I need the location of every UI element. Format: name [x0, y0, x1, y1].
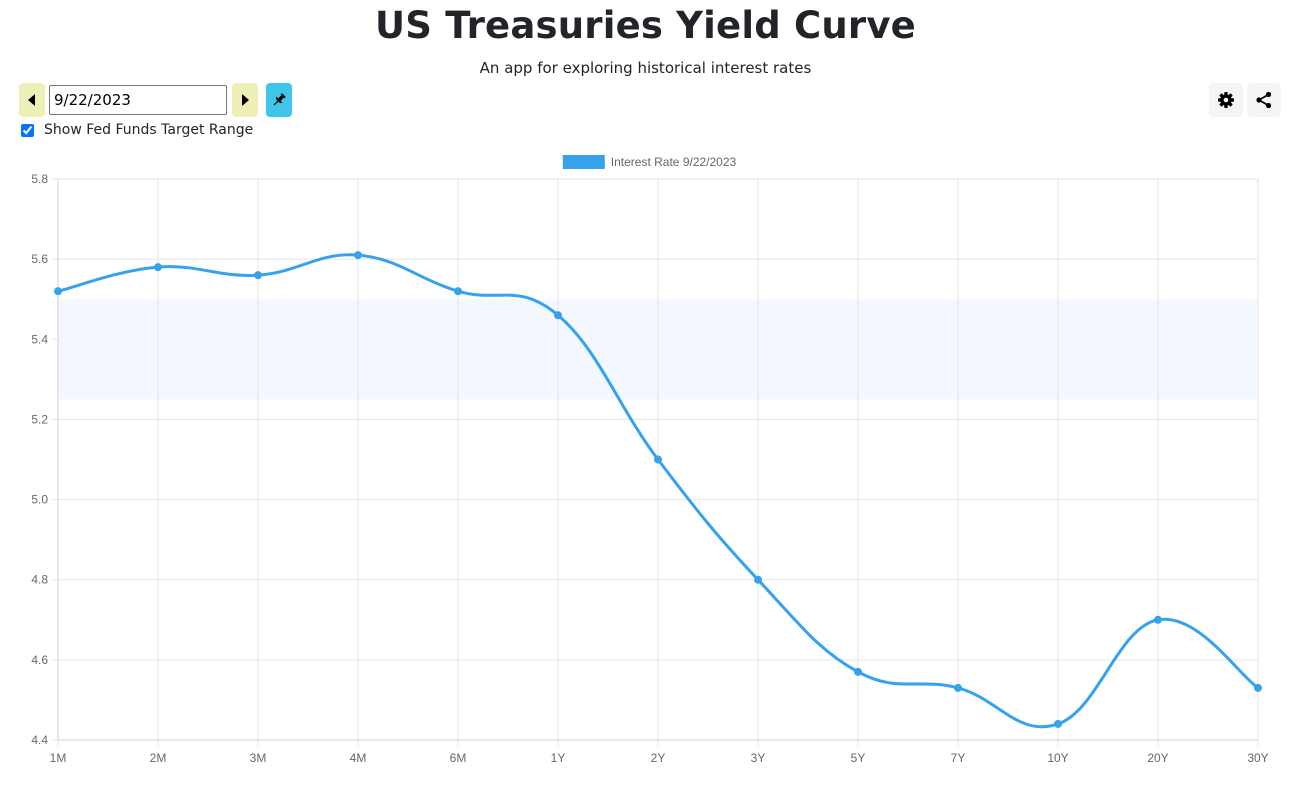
x-tick-label: 20Y [1147, 751, 1168, 765]
y-tick-label: 4.6 [31, 653, 48, 667]
x-tick-label: 5Y [851, 751, 866, 765]
chart-x-ticks: 1M 2M 3M 4M 6M 1Y 2Y 3Y 5Y 7Y 10Y 20Y 30Y [50, 751, 1269, 765]
caret-left-icon [28, 94, 35, 106]
chart-y-ticks: 5.8 5.6 5.4 5.2 5.0 4.8 4.6 4.4 [31, 172, 48, 747]
legend-swatch [562, 155, 605, 169]
y-tick-label: 5.4 [31, 332, 48, 346]
x-tick-label: 2Y [651, 751, 666, 765]
data-point [754, 575, 762, 584]
fed-funds-checkbox[interactable] [21, 123, 34, 137]
previous-date-button[interactable] [19, 83, 45, 117]
data-point [354, 251, 362, 260]
data-point [654, 455, 662, 464]
y-tick-label: 5.6 [31, 252, 48, 266]
date-input[interactable] [49, 85, 227, 115]
yield-curve-chart: 5.8 5.6 5.4 5.2 5.0 4.8 4.6 4.4 1M 2M 3M 4M 6M 1Y 2Y 3… [31, 155, 1269, 765]
y-tick-label: 5.8 [31, 172, 48, 186]
pin-icon [273, 93, 286, 106]
y-tick-label: 5.0 [31, 493, 48, 507]
x-tick-label: 6M [450, 751, 467, 765]
gear-icon [1218, 92, 1234, 108]
page-title: US Treasuries Yield Curve [375, 4, 916, 47]
settings-button[interactable] [1209, 83, 1243, 117]
y-tick-label: 5.2 [31, 412, 48, 426]
x-tick-label: 4M [350, 751, 367, 765]
chart-series [54, 251, 1262, 729]
data-point [154, 263, 162, 272]
x-tick-label: 3Y [751, 751, 766, 765]
share-icon [1256, 91, 1272, 109]
pin-button[interactable] [266, 83, 292, 117]
y-tick-label: 4.8 [31, 573, 48, 587]
caret-right-icon [242, 94, 249, 106]
page-subtitle: An app for exploring historical interest… [479, 59, 812, 77]
data-point [254, 271, 262, 280]
x-tick-label: 2M [150, 751, 167, 765]
share-button[interactable] [1247, 83, 1281, 117]
y-tick-label: 4.4 [31, 733, 48, 747]
chart-vertical-grid [57, 179, 1259, 746]
data-point [54, 287, 62, 296]
data-point [454, 287, 462, 296]
data-point [1054, 719, 1062, 728]
fed-funds-toggle[interactable]: Show Fed Funds Target Range [19, 120, 253, 140]
x-tick-label: 30Y [1247, 751, 1268, 765]
data-point [954, 683, 962, 692]
x-tick-label: 1M [50, 751, 67, 765]
data-point [554, 311, 562, 320]
data-point [1154, 615, 1162, 624]
chart-legend[interactable]: Interest Rate 9/22/2023 [562, 155, 737, 169]
x-tick-label: 10Y [1047, 751, 1068, 765]
x-tick-label: 3M [250, 751, 267, 765]
data-point [1254, 683, 1262, 692]
next-date-button[interactable] [232, 83, 258, 117]
data-point [854, 667, 862, 676]
legend-label: Interest Rate 9/22/2023 [611, 155, 737, 169]
fed-funds-label: Show Fed Funds Target Range [44, 122, 254, 138]
x-tick-label: 1Y [551, 751, 566, 765]
x-tick-label: 7Y [951, 751, 966, 765]
